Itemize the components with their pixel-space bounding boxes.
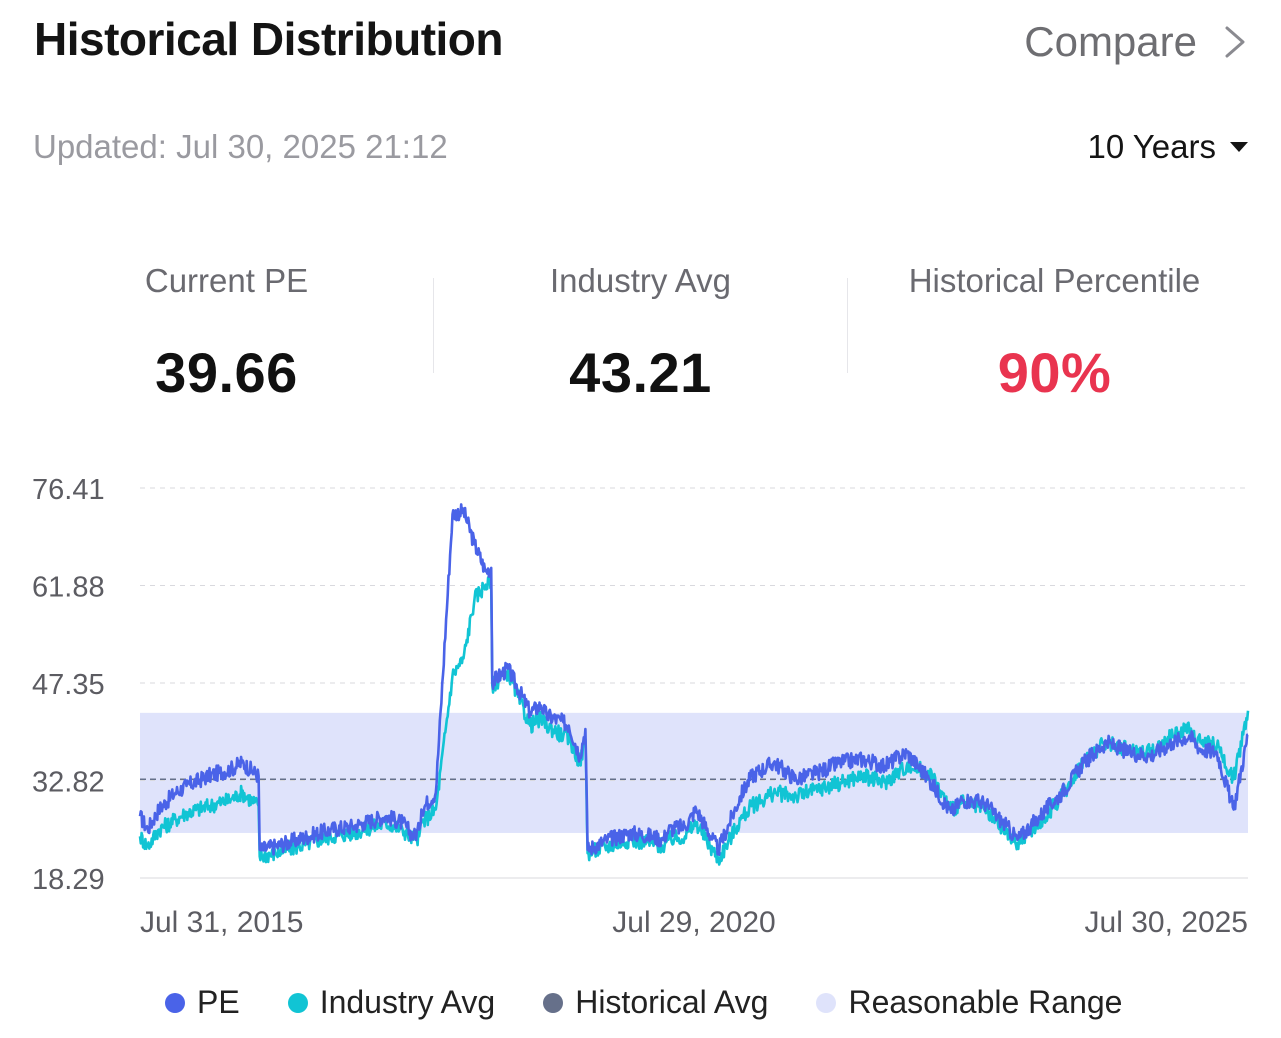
legend-label: Historical Avg	[575, 984, 769, 1020]
y-tick-label: 76.41	[32, 474, 105, 506]
chevron-right-icon	[1225, 26, 1245, 58]
legend-label: Reasonable Range	[848, 984, 1123, 1020]
stat-label: Industry Avg	[549, 262, 731, 299]
x-tick-label: Jul 30, 2025	[1085, 906, 1248, 939]
y-tick-label: 32.82	[32, 767, 105, 799]
stat-value: 90%	[997, 341, 1112, 404]
stat-value: 43.21	[569, 341, 712, 404]
stat-historical-percentile: Historical Percentile 90%	[848, 258, 1261, 408]
legend-item-historical-avg[interactable]: Historical Avg	[543, 984, 768, 1021]
legend-dot-reasonable-range	[816, 992, 837, 1013]
legend-dot-pe	[165, 992, 185, 1013]
legend-dot-industry-avg	[287, 992, 308, 1013]
compare-link[interactable]: Compare	[1024, 18, 1251, 66]
x-tick-label: Jul 31, 2015	[140, 906, 303, 939]
pe-series-line	[138, 503, 1249, 856]
legend-dot-historical-avg	[543, 992, 564, 1013]
pe-history-chart: 76.41 61.88 47.35 32.82 18.29 Jul 31, 2015 Jul…	[32, 474, 1250, 939]
page-title: Historical Distribution	[34, 13, 503, 65]
x-tick-label: Jul 29, 2020	[612, 906, 775, 939]
header: Historical Distribution Compare	[34, 10, 1251, 70]
stat-divider	[433, 278, 434, 373]
stat-industry-avg: Industry Avg 43.21	[434, 258, 847, 408]
y-tick-label: 47.35	[32, 669, 105, 701]
stat-current-pe: Current PE 39.66	[20, 258, 433, 408]
legend-item-industry-avg[interactable]: Industry Avg	[287, 984, 496, 1021]
updated-label: Updated:	[33, 128, 167, 165]
legend-label: Industry Avg	[319, 984, 496, 1020]
stat-value: 39.66	[155, 341, 298, 404]
compare-label: Compare	[1024, 18, 1197, 65]
chart-legend: PE Industry Avg Historical Avg Reasonabl…	[165, 984, 1170, 1021]
stat-label: Current PE	[144, 262, 309, 299]
updated-value: Jul 30, 2025 21:12	[176, 128, 448, 165]
updated-timestamp: Updated: Jul 30, 2025 21:12	[33, 128, 448, 166]
y-tick-label: 18.29	[32, 864, 105, 896]
legend-label: PE	[197, 984, 240, 1020]
stats-row: Current PE 39.66 Industry Avg 43.21 Hist…	[20, 258, 1260, 408]
stat-label: Historical Percentile	[908, 262, 1201, 299]
y-tick-label: 61.88	[32, 572, 105, 604]
caret-down-icon	[1230, 142, 1248, 152]
period-label: 10 Years	[1087, 128, 1216, 165]
period-dropdown[interactable]: 10 Years	[1088, 128, 1248, 166]
legend-item-reasonable-range[interactable]: Reasonable Range	[816, 984, 1122, 1021]
legend-item-pe[interactable]: PE	[165, 984, 240, 1021]
stat-divider	[847, 278, 848, 373]
